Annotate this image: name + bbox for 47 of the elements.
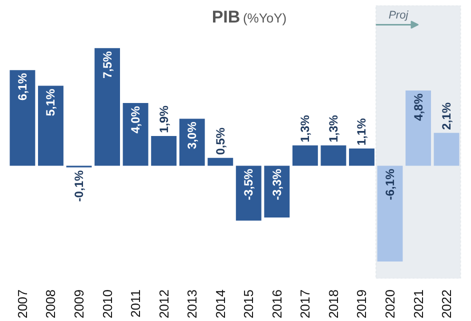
- x-tick-label: 2019: [354, 290, 370, 318]
- data-label: 0,5%: [213, 127, 228, 155]
- band-label: Proj: [388, 10, 409, 22]
- bar: [38, 86, 64, 166]
- bar: [151, 136, 177, 166]
- data-label: 1,1%: [354, 118, 369, 146]
- data-label: -3,5%: [242, 168, 256, 200]
- bar: [377, 166, 403, 262]
- bar: [94, 48, 120, 166]
- data-label: -6,1%: [382, 168, 397, 200]
- bar: [10, 70, 36, 166]
- x-tick-label: 2014: [212, 290, 228, 318]
- x-tick-label: 2022: [439, 290, 454, 318]
- bar: [179, 118, 205, 166]
- x-tick-label: 2011: [128, 289, 144, 318]
- data-label: -3,3%: [270, 168, 284, 200]
- bar: [208, 158, 234, 166]
- bar: [320, 145, 346, 166]
- bar: [122, 103, 148, 166]
- data-label: 5,1%: [44, 88, 58, 116]
- x-tick-label: 2009: [72, 290, 87, 318]
- x-tick-label: 2013: [184, 290, 200, 318]
- x-tick-label: 2021: [410, 290, 426, 318]
- data-label: 6,1%: [15, 72, 30, 100]
- data-label: 4,0%: [128, 106, 143, 134]
- chart-title: PIB (%YoY): [212, 8, 287, 26]
- x-tick-label: 2020: [382, 290, 398, 318]
- data-label: 7,5%: [100, 50, 114, 79]
- x-tick-label: 2012: [156, 290, 172, 318]
- data-label: 4,8%: [411, 93, 426, 121]
- data-label: 3,0%: [185, 121, 200, 150]
- x-tick-label: 2016: [269, 290, 284, 318]
- data-label: 2,1%: [440, 102, 454, 130]
- data-label: 1,3%: [326, 114, 340, 142]
- bar: [406, 90, 431, 166]
- data-label: -0,1%: [72, 170, 86, 202]
- bar: [349, 148, 374, 166]
- x-tick-label: 2010: [100, 290, 115, 318]
- x-tick-label: 2018: [326, 290, 341, 318]
- data-label: 1,3%: [298, 114, 312, 142]
- bar: [434, 132, 460, 166]
- x-tick-label: 2007: [14, 290, 30, 318]
- bar: [292, 145, 318, 166]
- x-tick-label: 2017: [298, 290, 313, 318]
- data-label: 1,9%: [156, 105, 171, 133]
- x-tick-label: 2008: [43, 290, 58, 318]
- x-tick-label: 2015: [241, 290, 256, 318]
